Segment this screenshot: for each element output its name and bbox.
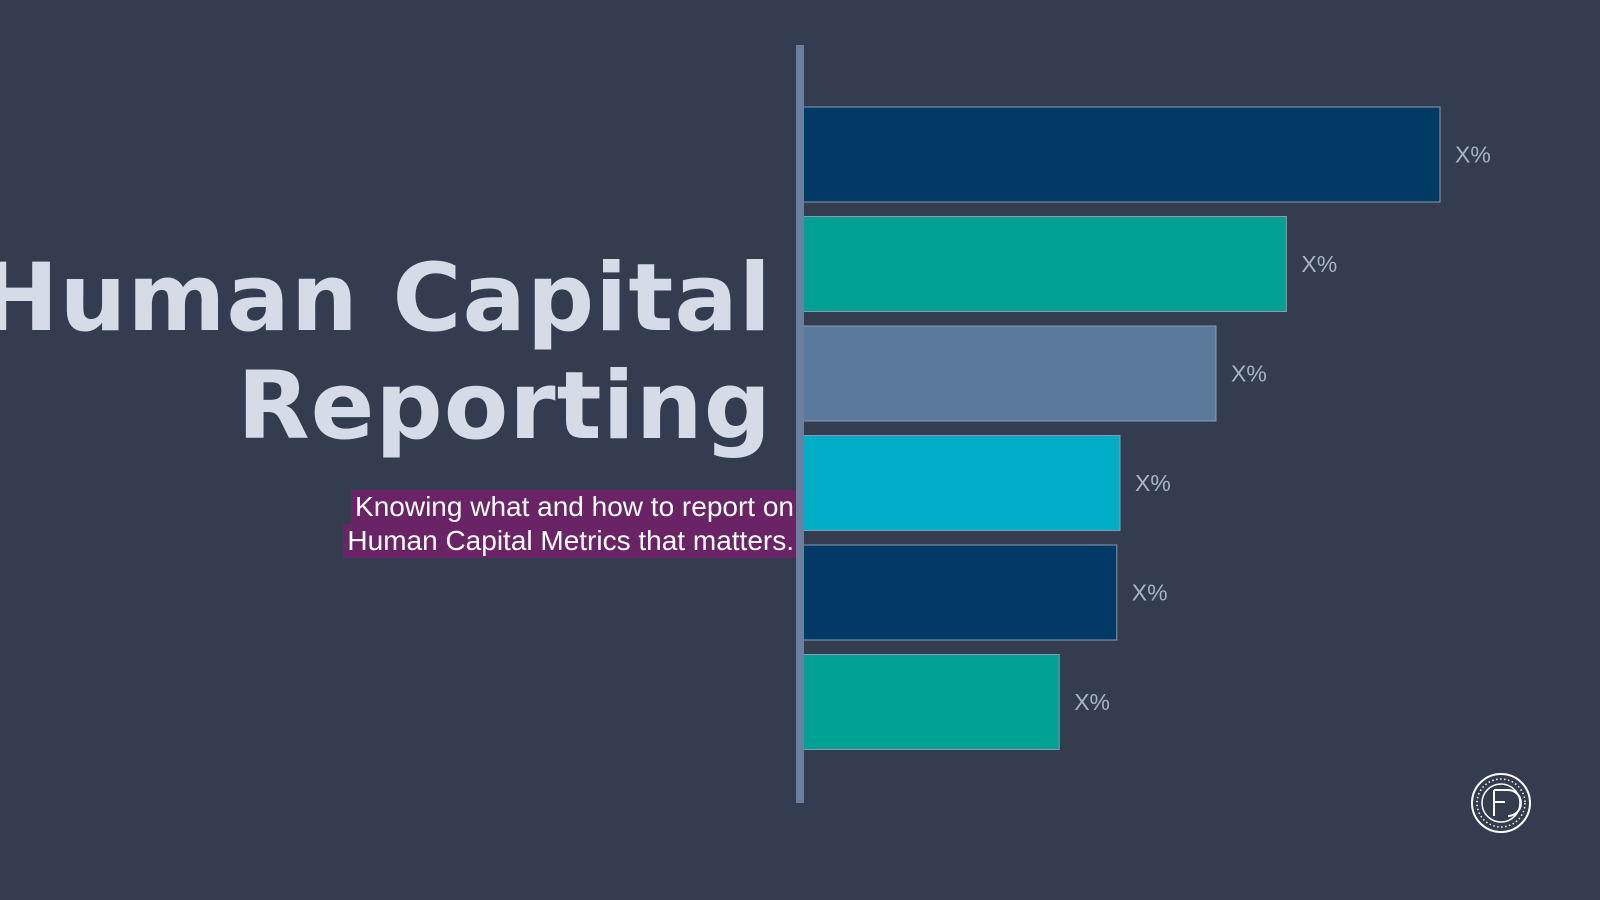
bar-3-label: X%	[1231, 361, 1267, 387]
bar-3	[799, 325, 1217, 422]
bar-4	[799, 435, 1121, 531]
slide-subtitle-line-2: Human Capital Metrics that matters.	[343, 524, 798, 558]
bar-5-label: X%	[1132, 580, 1168, 606]
bar-2	[799, 216, 1287, 312]
bar-4-label: X%	[1135, 470, 1171, 496]
bar-1	[799, 106, 1441, 203]
y-axis-line	[796, 45, 804, 803]
circular-monogram-logo-icon	[1471, 773, 1531, 833]
bar-6-label: X%	[1074, 689, 1110, 715]
bar-6	[799, 654, 1060, 750]
slide-title: Human Capital Reporting	[0, 245, 772, 461]
bar-2-label: X%	[1301, 251, 1337, 277]
bar-5	[799, 544, 1118, 641]
slide-subtitle-line-1: Knowing what and how to report on	[351, 490, 798, 524]
slide-subtitle: Knowing what and how to report on Human …	[343, 490, 798, 558]
slide-title-line-2: Reporting	[237, 352, 772, 461]
bar-1-label: X%	[1455, 142, 1491, 168]
slide-title-line-1: Human Capital	[0, 244, 772, 353]
